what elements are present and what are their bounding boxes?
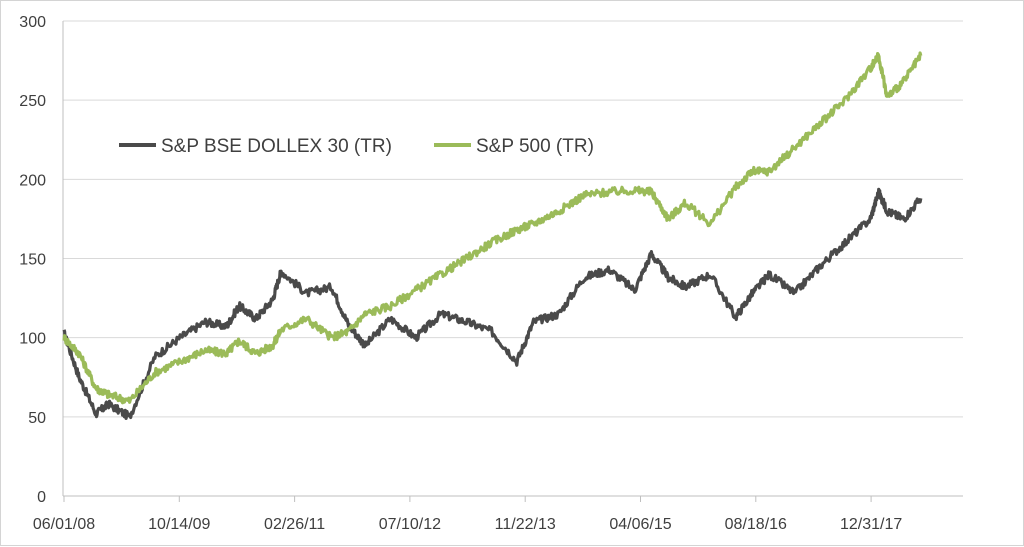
y-tick-label: 300 bbox=[19, 14, 46, 31]
y-tick-label: 250 bbox=[19, 93, 46, 110]
x-tick-label: 11/22/13 bbox=[495, 516, 556, 533]
series-line-sp500 bbox=[62, 51, 923, 405]
y-tick-label: 0 bbox=[37, 489, 46, 506]
x-tick-label: 07/10/12 bbox=[379, 516, 441, 533]
series-layer bbox=[62, 51, 923, 420]
legend-label-sp500: S&P 500 (TR) bbox=[476, 136, 594, 157]
x-tick-label: 02/26/11 bbox=[264, 516, 325, 533]
series-line-dollex bbox=[62, 187, 923, 420]
x-tick-label: 06/01/08 bbox=[33, 516, 95, 533]
y-tick-label: 200 bbox=[19, 172, 46, 189]
axes: 0 50 100 150 200 250 300 06/01/08 10/14/09 02/26/… bbox=[19, 14, 963, 533]
y-tick-label: 150 bbox=[19, 252, 46, 269]
x-tick-label: 12/31/17 bbox=[840, 516, 902, 533]
y-tick-label: 50 bbox=[28, 410, 46, 427]
gridlines bbox=[63, 20, 963, 497]
legend-label-dollex: S&P BSE DOLLEX 30 (TR) bbox=[161, 136, 392, 157]
x-tick-label: 10/14/09 bbox=[148, 516, 210, 533]
x-tick-label: 08/18/16 bbox=[725, 516, 787, 533]
x-tick-label: 04/06/15 bbox=[609, 516, 671, 533]
y-tick-label: 100 bbox=[19, 331, 46, 348]
legend: S&P BSE DOLLEX 30 (TR) S&P 500 (TR) bbox=[119, 136, 594, 157]
